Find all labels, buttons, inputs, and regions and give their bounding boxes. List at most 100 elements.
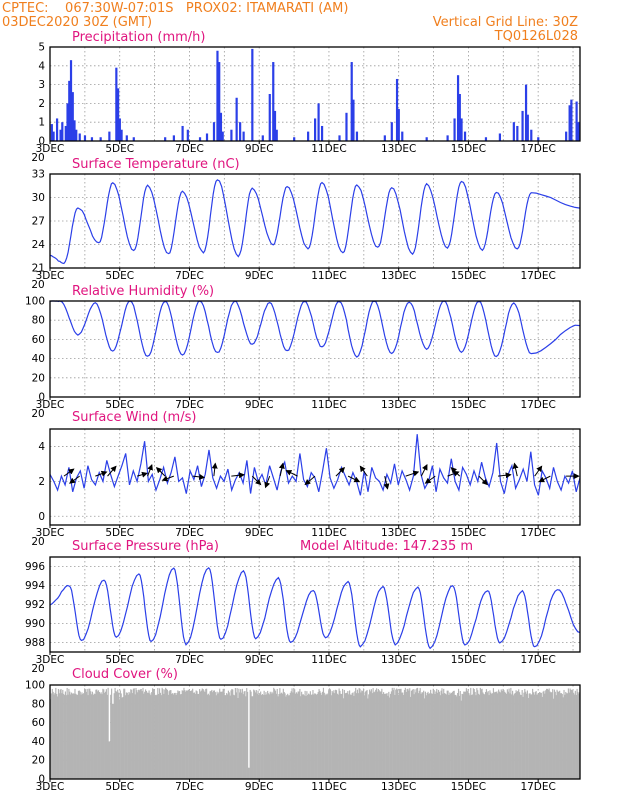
cloud-bar xyxy=(339,690,341,779)
cloud-bar xyxy=(430,693,433,779)
cloud-ytick-label: 100 xyxy=(25,680,45,692)
cloud-xtick-label: 11DEC xyxy=(311,781,346,793)
temp-ytick-label: 27 xyxy=(32,216,45,228)
cloud-bar xyxy=(62,689,64,779)
cloud-bar xyxy=(196,691,198,779)
precip-ytick-label: 4 xyxy=(38,60,45,72)
cloud-bar xyxy=(203,690,205,779)
cloud-bar xyxy=(302,694,304,779)
cloud-bar xyxy=(361,690,363,779)
cloud-bar xyxy=(138,689,140,779)
cloud-bar xyxy=(366,689,368,779)
cloud-bar xyxy=(376,691,379,779)
cloud-bar xyxy=(129,693,131,779)
cloud-bar xyxy=(420,693,422,779)
cloud-bar xyxy=(484,694,486,779)
cloud-bar xyxy=(343,689,345,779)
precip-bar xyxy=(78,133,81,141)
precip-xtick-label: 9DEC xyxy=(245,143,274,155)
cloud-bar xyxy=(439,695,441,779)
wind-vector xyxy=(405,470,420,477)
precip-bar xyxy=(320,125,324,141)
precip-xtick-label: 11DEC xyxy=(311,143,346,155)
pres-xtick-label: 7DEC xyxy=(175,654,204,666)
cloud-bar xyxy=(131,689,133,779)
cloud-bar xyxy=(389,697,391,779)
wind-line xyxy=(49,434,581,496)
cloud-bar xyxy=(239,692,241,779)
cloud-bar xyxy=(155,695,157,779)
cloud-bar xyxy=(174,692,176,779)
cloud-bar xyxy=(570,689,572,779)
cloud-bar xyxy=(578,693,580,779)
cloud-bar xyxy=(207,693,209,779)
cloud-bar xyxy=(143,693,145,779)
cloud-bar xyxy=(546,688,548,779)
rh-frame xyxy=(49,300,581,398)
cloud-bar xyxy=(270,693,272,779)
cloud-bar xyxy=(79,691,81,779)
cloud-bar xyxy=(435,691,437,779)
cloud-bar xyxy=(209,691,211,779)
precip-bar xyxy=(350,62,353,141)
precip-bar xyxy=(83,135,87,141)
cloud-bar xyxy=(572,690,574,779)
cloud-bar xyxy=(206,688,208,779)
cloud-bar xyxy=(70,694,72,779)
cloud-bar xyxy=(139,689,141,779)
cloud-bar xyxy=(201,688,203,779)
cloud-bar xyxy=(211,689,213,779)
pres-xtick-label: 5DEC xyxy=(105,654,134,666)
cloud-bar xyxy=(232,689,234,779)
cloud-bar xyxy=(227,690,230,779)
cloud-bar xyxy=(350,694,352,779)
cloud-bar xyxy=(538,693,540,779)
cloud-bar xyxy=(478,694,481,779)
cloud-bar xyxy=(260,695,263,779)
cloud-ytick-label: 60 xyxy=(32,717,45,729)
cloud-bar xyxy=(556,689,558,779)
cloud-bar xyxy=(101,694,103,779)
cloud-bar xyxy=(527,698,529,779)
cloud-bar xyxy=(444,693,446,779)
cloud-bar xyxy=(573,692,575,779)
cloud-bar xyxy=(298,691,300,779)
cloud-bar xyxy=(341,694,343,779)
cloud-bar xyxy=(508,688,510,779)
rh-xtick-label: 13DEC xyxy=(381,399,416,411)
cloud-bar xyxy=(168,691,170,779)
wind-ytick-label: 4 xyxy=(38,441,45,453)
cloud-bar xyxy=(288,695,291,779)
cloud-bar xyxy=(444,693,447,779)
cloud-bar xyxy=(119,690,121,779)
cloud-bar xyxy=(489,690,491,779)
cloud-bar xyxy=(190,690,192,779)
cloud-bar xyxy=(56,693,58,779)
temp-ytick-label: 30 xyxy=(32,192,45,204)
cloud-bar xyxy=(187,689,189,779)
cloud-bar xyxy=(331,690,333,779)
cloud-bar xyxy=(118,699,121,779)
cloud-bar xyxy=(228,692,230,779)
precip-bar xyxy=(390,122,393,141)
precip-bar xyxy=(181,125,184,141)
cloud-bar xyxy=(86,688,88,779)
cloud-bar xyxy=(315,693,317,779)
rh-xtick-label: 17DEC xyxy=(520,399,555,411)
cloud-bar xyxy=(73,693,75,779)
cloud-bar xyxy=(320,692,322,779)
cloud-bar xyxy=(278,694,280,779)
precip-bar xyxy=(66,103,69,141)
cloud-bar xyxy=(349,694,352,779)
cloud-bar xyxy=(517,690,519,779)
cloud-bar xyxy=(300,696,302,779)
cloud-bar xyxy=(431,693,433,779)
cloud-bar xyxy=(346,692,348,779)
cloud-bar xyxy=(77,690,80,779)
cloud-bar xyxy=(263,690,265,779)
cloud-bar xyxy=(162,689,164,779)
cloud-bar xyxy=(291,688,293,779)
temp-title: Surface Temperature (nC) xyxy=(72,157,240,172)
cloud-bar xyxy=(481,688,483,779)
cloud-bar xyxy=(552,698,555,779)
